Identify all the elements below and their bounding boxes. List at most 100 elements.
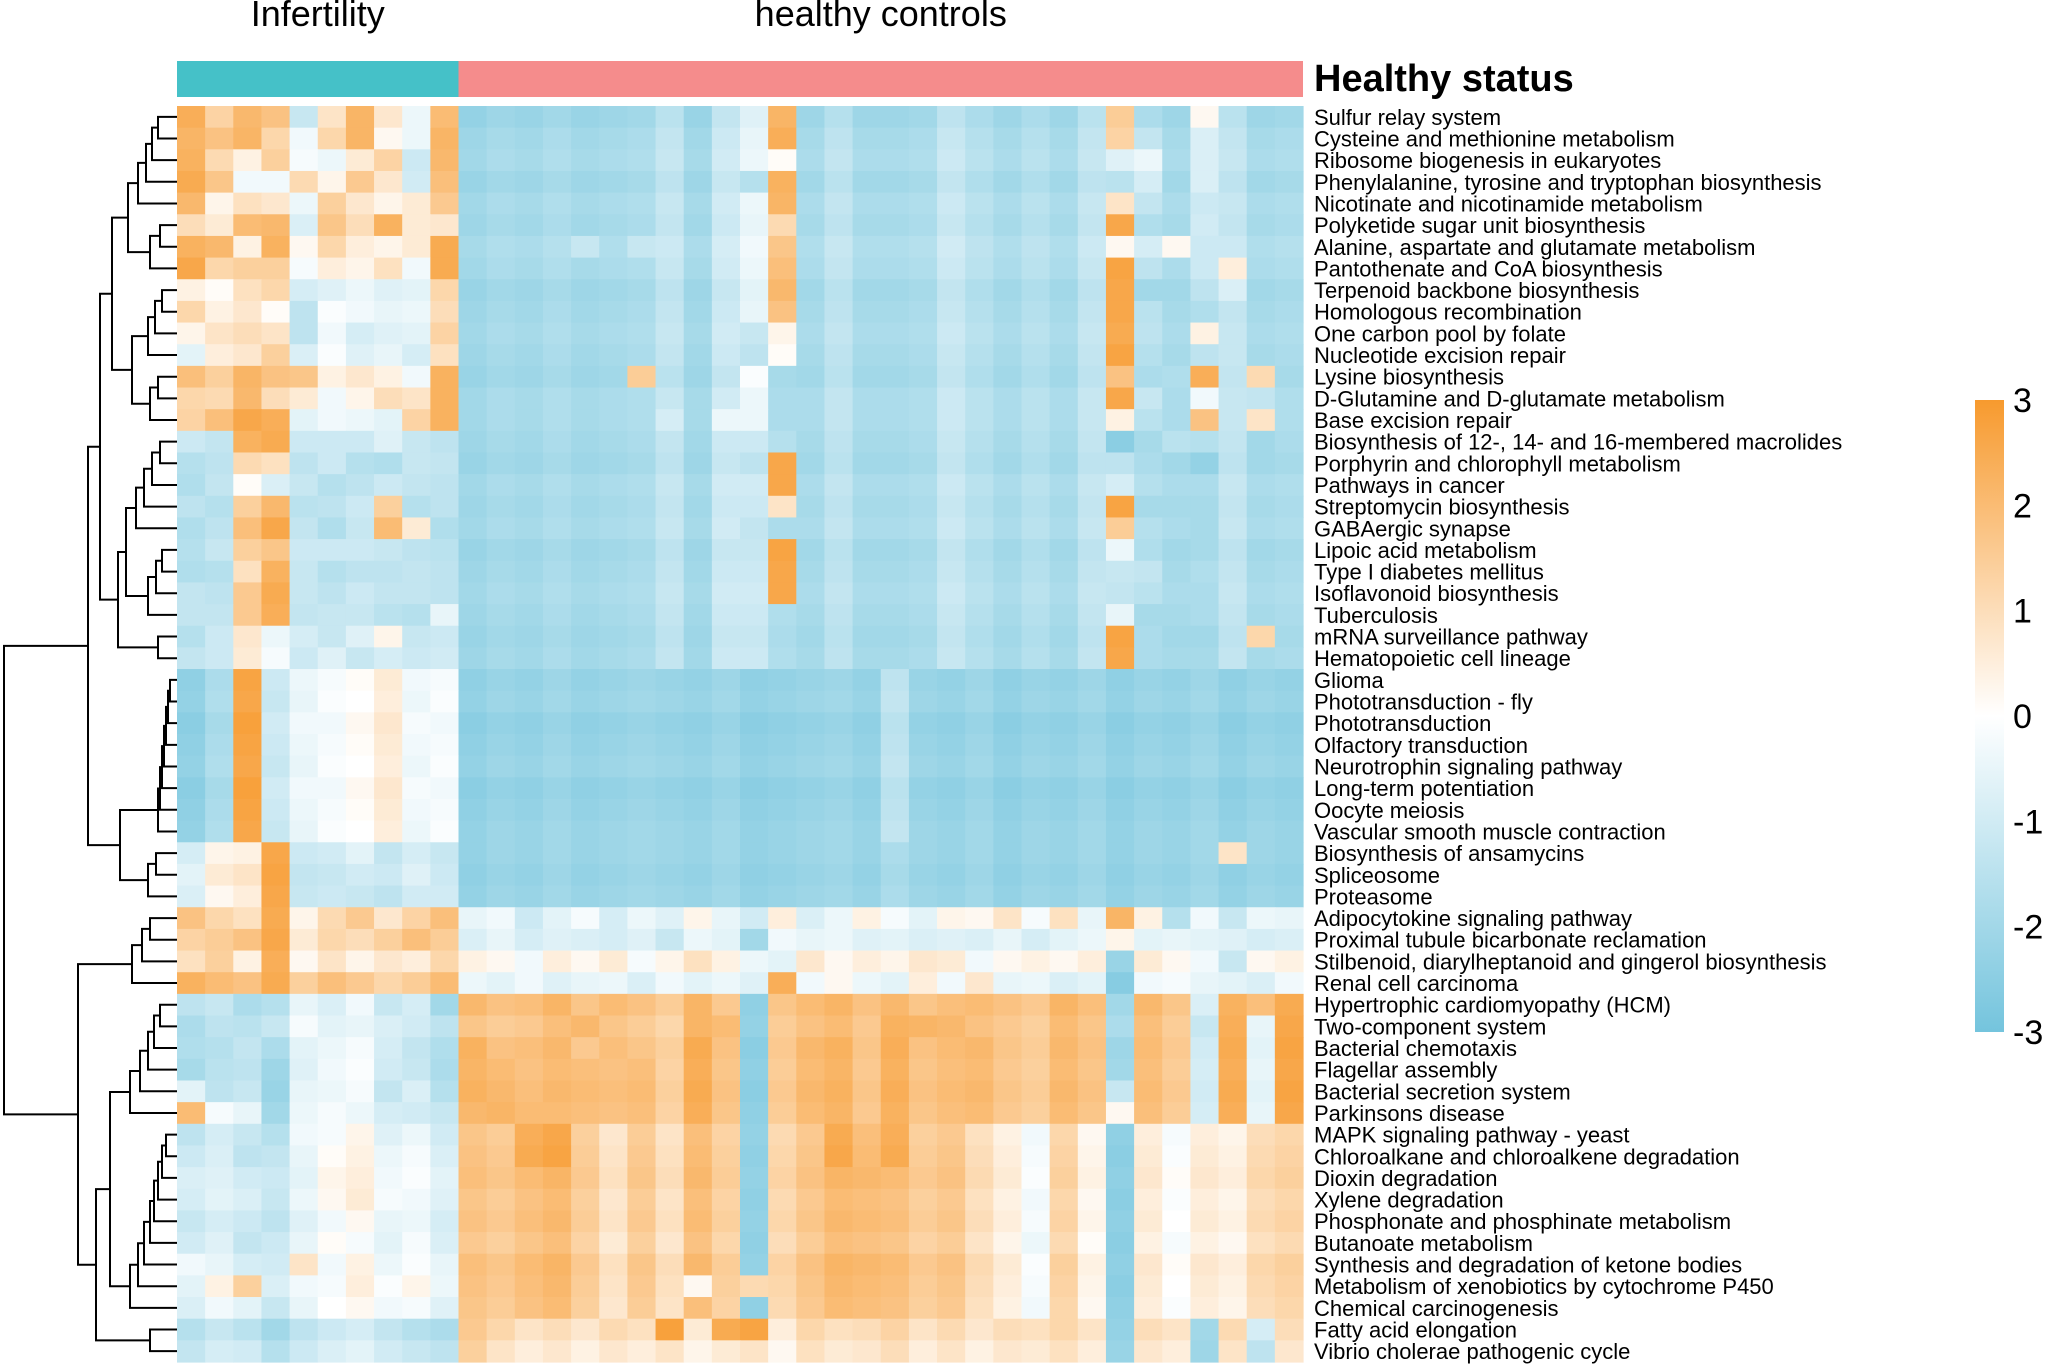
heatmap-cell: [824, 235, 854, 259]
heatmap-cell: [542, 1188, 572, 1212]
heatmap-cell: [796, 582, 826, 605]
heatmap-cell: [627, 950, 657, 973]
heatmap-cell: [683, 1167, 713, 1190]
heatmap-cell: [374, 387, 403, 410]
heatmap-cell: [937, 647, 966, 670]
heatmap-cell: [177, 1145, 206, 1168]
heatmap-cell: [430, 1058, 460, 1082]
heatmap-cell: [1021, 842, 1051, 865]
heatmap-cell: [177, 863, 206, 887]
heatmap-cell: [1077, 1167, 1107, 1190]
heatmap-cell: [571, 1037, 600, 1060]
heatmap-cell: [683, 430, 713, 454]
heatmap-cell: [908, 106, 938, 129]
heatmap-cell: [824, 170, 854, 194]
heatmap-cell: [261, 972, 291, 995]
heatmap-cell: [655, 1210, 685, 1233]
heatmap-cell: [993, 235, 1023, 259]
heatmap-cell: [1077, 495, 1107, 519]
heatmap-cell: [740, 517, 769, 540]
heatmap-cell: [514, 604, 544, 627]
heatmap-cell: [937, 1145, 966, 1168]
heatmap-cell: [908, 1275, 938, 1298]
heatmap-cell: [571, 1167, 600, 1190]
heatmap-cell: [627, 863, 657, 887]
heatmap-cell: [177, 235, 206, 259]
heatmap-cell: [345, 798, 375, 822]
heatmap-cell: [486, 365, 516, 389]
heatmap-cell: [796, 560, 826, 584]
heatmap-cell: [514, 279, 544, 302]
heatmap-cell: [1162, 928, 1191, 952]
heatmap-cell: [965, 950, 994, 973]
heatmap-cell: [740, 149, 769, 172]
heatmap-cell: [1162, 755, 1191, 778]
heatmap-cell: [289, 907, 319, 930]
heatmap-cell: [711, 625, 741, 648]
heatmap-cell: [796, 993, 826, 1017]
heatmap-cell: [655, 1037, 685, 1060]
heatmap-cell: [711, 409, 741, 432]
heatmap-cell: [402, 798, 431, 822]
heatmap-cell: [880, 1210, 910, 1233]
heatmap-cell: [655, 1253, 685, 1276]
heatmap-cell: [233, 1058, 263, 1082]
heatmap-cell: [655, 647, 685, 670]
heatmap-cell: [1246, 192, 1276, 215]
heatmap-cell: [430, 1188, 460, 1212]
heatmap-cell: [374, 604, 403, 627]
heatmap-cell: [1077, 907, 1107, 930]
heatmap-cell: [233, 192, 263, 215]
heatmap-cell: [1134, 409, 1163, 432]
heatmap-cell: [205, 517, 234, 540]
heatmap-cell: [1218, 1318, 1248, 1341]
heatmap-cell: [177, 192, 206, 215]
heatmap-cell: [1105, 106, 1135, 129]
heatmap-cell: [542, 842, 572, 865]
heatmap-cell: [177, 539, 206, 562]
heatmap-cell: [796, 863, 826, 887]
heatmap-cell: [345, 257, 375, 280]
heatmap-cell: [1077, 712, 1107, 735]
heatmap-cell: [205, 1123, 234, 1147]
heatmap-cell: [683, 777, 713, 800]
heatmap-cell: [261, 300, 291, 324]
heatmap-cell: [1246, 972, 1276, 995]
dendrogram-branch: [155, 852, 177, 876]
heatmap-cell: [177, 387, 206, 410]
heatmap-cell: [880, 127, 910, 150]
heatmap-cell: [937, 149, 966, 172]
heatmap-cell: [1190, 907, 1220, 930]
heatmap-cell: [514, 539, 544, 562]
heatmap-cell: [1246, 993, 1276, 1017]
heatmap-cell: [627, 669, 657, 692]
heatmap-cell: [852, 647, 882, 670]
heatmap-cell: [768, 690, 797, 713]
heatmap-cell: [261, 430, 291, 454]
heatmap-cell: [374, 495, 403, 519]
heatmap-cell: [514, 106, 544, 129]
heatmap-cell: [542, 170, 572, 194]
heatmap-cell: [740, 127, 769, 150]
heatmap-cell: [177, 842, 206, 865]
heatmap-cell: [458, 539, 488, 562]
heatmap-cell: [908, 560, 938, 584]
heatmap-cell: [1105, 928, 1135, 952]
heatmap-cell: [402, 365, 431, 389]
heatmap-cell: [1105, 517, 1135, 540]
heatmap-cell: [430, 1102, 460, 1125]
heatmap-cell: [1246, 1275, 1276, 1298]
heatmap-cell: [1274, 387, 1304, 410]
heatmap-cell: [768, 257, 797, 280]
heatmap-cell: [768, 1102, 797, 1125]
heatmap-cell: [289, 690, 319, 713]
heatmap-cell: [1105, 322, 1135, 345]
heatmap-cell: [796, 279, 826, 302]
dendrogram-branch: [117, 550, 158, 649]
heatmap-cell: [458, 279, 488, 302]
row-label: Stilbenoid, diarylheptanoid and gingerol…: [1314, 949, 1826, 974]
heatmap-cell: [571, 604, 600, 627]
row-label: GABAergic synapse: [1314, 516, 1511, 541]
heatmap-cell: [177, 1253, 206, 1276]
heatmap-cell: [233, 755, 263, 778]
